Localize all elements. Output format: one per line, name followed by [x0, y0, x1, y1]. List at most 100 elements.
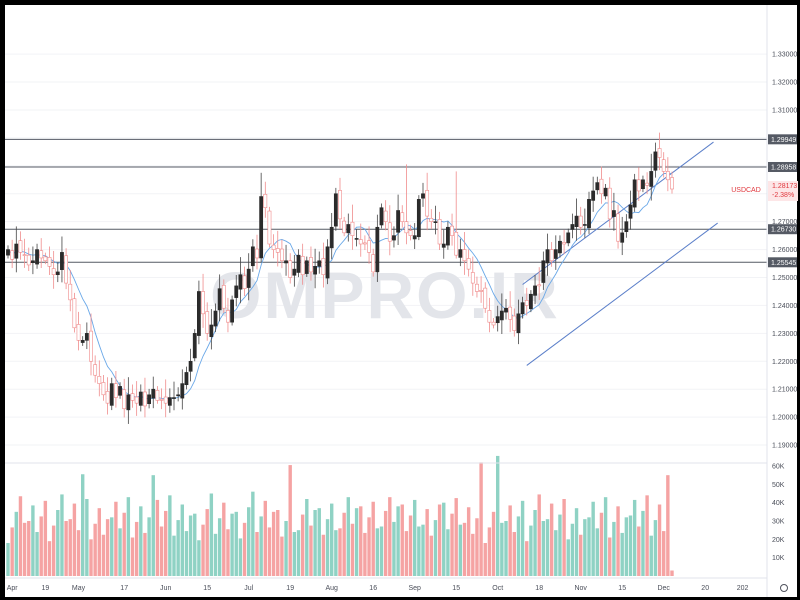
candle-body[interactable]: [101, 382, 106, 396]
candle-body[interactable]: [122, 389, 127, 410]
time-axis[interactable]: Apr 19 May 17 Jun 15 Jul 19 Aug 16 Sep 15 Oct 18 Nov 15…: [7, 585, 749, 592]
candle-body[interactable]: [611, 210, 616, 217]
candle-body[interactable]: [89, 330, 93, 362]
candle-body[interactable]: [358, 239, 363, 245]
candle-body[interactable]: [545, 249, 550, 264]
candle-body[interactable]: [392, 235, 396, 241]
candle-body[interactable]: [188, 360, 193, 372]
candle-body[interactable]: [570, 224, 575, 230]
candle-body[interactable]: [18, 240, 23, 253]
candle-body[interactable]: [43, 256, 48, 262]
candle-body[interactable]: [487, 310, 492, 323]
candle-body[interactable]: [437, 219, 442, 245]
candle-body[interactable]: [35, 249, 39, 265]
price-axis[interactable]: 1.330001.320001.310001.300001.290001.280…: [772, 52, 797, 450]
candle-body[interactable]: [234, 285, 239, 298]
candle-body[interactable]: [39, 250, 44, 259]
candle-body[interactable]: [483, 287, 488, 309]
candle-body[interactable]: [421, 193, 425, 199]
candle-body[interactable]: [230, 299, 235, 323]
candle-body[interactable]: [118, 386, 122, 396]
candle-body[interactable]: [379, 207, 384, 226]
candle-body[interactable]: [93, 364, 98, 376]
candle-body[interactable]: [375, 226, 380, 273]
candle-body[interactable]: [304, 260, 309, 274]
candle-body[interactable]: [574, 215, 579, 227]
candle-body[interactable]: [209, 324, 214, 338]
candle-body[interactable]: [275, 248, 280, 253]
candle-body[interactable]: [670, 177, 674, 190]
candle-body[interactable]: [197, 291, 201, 336]
candle-body[interactable]: [47, 257, 52, 267]
candle-body[interactable]: [433, 221, 438, 223]
candle-body[interactable]: [508, 306, 513, 320]
candle-body[interactable]: [657, 148, 662, 158]
candle-body[interactable]: [470, 272, 475, 284]
candle-body[interactable]: [325, 246, 330, 279]
candle-body[interactable]: [628, 204, 633, 219]
candle-body[interactable]: [441, 243, 446, 248]
candle-body[interactable]: [595, 182, 600, 191]
candle-body[interactable]: [533, 285, 537, 296]
channel-lower-line[interactable]: [526, 222, 718, 366]
candle-body[interactable]: [387, 222, 392, 242]
candle-body[interactable]: [636, 179, 641, 192]
candle-body[interactable]: [109, 383, 114, 406]
candle-body[interactable]: [296, 254, 301, 273]
candle-body[interactable]: [396, 210, 401, 233]
candle-body[interactable]: [462, 249, 467, 262]
candle-body[interactable]: [288, 260, 293, 278]
candle-body[interactable]: [155, 390, 160, 401]
candle-body[interactable]: [184, 372, 189, 386]
candle-body[interactable]: [537, 284, 542, 287]
candle-body[interactable]: [279, 248, 284, 262]
candle-body[interactable]: [163, 396, 168, 404]
candle-body[interactable]: [255, 248, 259, 259]
candle-body[interactable]: [653, 151, 658, 171]
candle-body[interactable]: [84, 333, 89, 341]
candle-body[interactable]: [520, 302, 525, 315]
candle-body[interactable]: [632, 179, 637, 208]
candle-body[interactable]: [466, 258, 471, 270]
candle-body[interactable]: [180, 383, 185, 399]
candle-body[interactable]: [167, 397, 172, 406]
candle-body[interactable]: [408, 230, 413, 236]
candle-body[interactable]: [450, 225, 454, 236]
candle-body[interactable]: [126, 394, 131, 411]
candle-body[interactable]: [495, 316, 500, 324]
candle-body[interactable]: [292, 268, 297, 276]
candle-body[interactable]: [350, 221, 355, 236]
candle-body[interactable]: [591, 190, 596, 201]
candle-body[interactable]: [284, 260, 288, 264]
candle-body[interactable]: [217, 288, 222, 311]
candle-body[interactable]: [661, 159, 666, 172]
candle-body[interactable]: [504, 307, 508, 313]
candle-body[interactable]: [68, 283, 73, 301]
candle-body[interactable]: [645, 182, 650, 186]
candle-body[interactable]: [354, 238, 359, 240]
candle-body[interactable]: [313, 266, 318, 275]
candle-body[interactable]: [603, 187, 608, 197]
candle-body[interactable]: [134, 396, 139, 404]
candle-body[interactable]: [587, 199, 591, 229]
candle-body[interactable]: [371, 254, 376, 273]
candle-body[interactable]: [616, 213, 620, 242]
candle-body[interactable]: [138, 391, 143, 406]
candle-body[interactable]: [10, 250, 15, 260]
candle-body[interactable]: [271, 244, 276, 250]
settings-icon[interactable]: [780, 584, 788, 592]
candle-body[interactable]: [159, 398, 164, 401]
candle-body[interactable]: [566, 232, 571, 244]
candle-body[interactable]: [114, 383, 118, 398]
candle-body[interactable]: [55, 271, 60, 276]
candle-body[interactable]: [263, 193, 268, 209]
candle-body[interactable]: [338, 190, 342, 220]
candle-body[interactable]: [60, 252, 64, 270]
candle-body[interactable]: [267, 210, 272, 245]
candle-body[interactable]: [558, 240, 562, 254]
candle-body[interactable]: [242, 275, 247, 289]
candle-body[interactable]: [26, 254, 31, 266]
candle-body[interactable]: [562, 242, 567, 245]
candle-body[interactable]: [599, 178, 604, 195]
